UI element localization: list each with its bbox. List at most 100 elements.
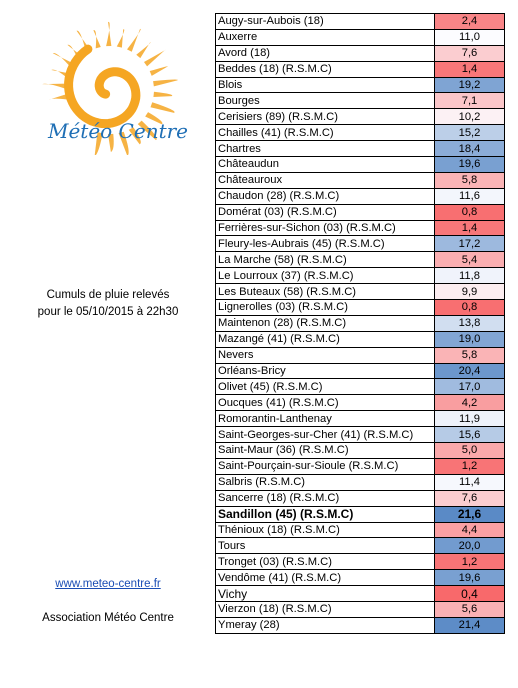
rainfall-value: 1,2 bbox=[434, 553, 505, 571]
rainfall-value: 4,4 bbox=[434, 521, 505, 539]
table-row: Bourges 7,1 bbox=[215, 92, 505, 110]
station-name: Beddes (18) (R.S.M.C) bbox=[215, 60, 435, 78]
table-row: Saint-Maur (36) (R.S.M.C) 5,0 bbox=[215, 442, 505, 459]
station-name: Ferrières-sur-Sichon (03) (R.S.M.C) bbox=[215, 219, 435, 237]
station-name: Auxerre bbox=[215, 28, 435, 46]
rainfall-value: 19,2 bbox=[434, 76, 505, 94]
station-name: Avord (18) bbox=[215, 44, 435, 62]
table-row: Le Lourroux (37) (R.S.M.C) 11,8 bbox=[215, 267, 505, 285]
table-row: Cerisiers (89) (R.S.M.C) 10,2 bbox=[215, 108, 505, 126]
rainfall-value: 5,8 bbox=[434, 346, 505, 364]
sun-ray-icon bbox=[48, 94, 68, 100]
table-row: Auxerre 11,0 bbox=[215, 28, 505, 46]
station-name: Fleury-les-Aubrais (45) (R.S.M.C) bbox=[215, 235, 435, 253]
rainfall-value: 15,6 bbox=[434, 426, 505, 444]
table-row: Vichy 0,4 bbox=[215, 585, 505, 602]
rainfall-value: 17,0 bbox=[434, 378, 505, 396]
sun-ray-icon bbox=[150, 102, 175, 113]
station-name: Romorantin-Lanthenay bbox=[215, 410, 435, 428]
table-row: Chailles (41) (R.S.M.C) 15,2 bbox=[215, 124, 505, 142]
station-name: Vichy bbox=[215, 585, 435, 602]
rainfall-value: 13,8 bbox=[434, 314, 505, 332]
station-name: Tours bbox=[215, 537, 435, 555]
sun-spiral-icon bbox=[64, 44, 141, 129]
table-row: Nevers 5,8 bbox=[215, 346, 505, 364]
sun-logo-icon: Météo Centre bbox=[42, 21, 188, 157]
station-name: Le Lourroux (37) (R.S.M.C) bbox=[215, 267, 435, 285]
station-name: La Marche (58) (R.S.M.C) bbox=[215, 251, 435, 269]
table-row: Lignerolles (03) (R.S.M.C) 0,8 bbox=[215, 299, 505, 316]
sun-ray-icon bbox=[137, 120, 157, 141]
table-row: La Marche (58) (R.S.M.C) 5,4 bbox=[215, 251, 505, 269]
rainfall-value: 19,6 bbox=[434, 156, 505, 173]
sun-ray-icon bbox=[107, 133, 114, 152]
rainfall-value: 20,4 bbox=[434, 362, 505, 380]
table-row: Maintenon (28) (R.S.M.C) 13,8 bbox=[215, 314, 505, 332]
table-row: Beddes (18) (R.S.M.C) 1,4 bbox=[215, 60, 505, 78]
station-name: Maintenon (28) (R.S.M.C) bbox=[215, 314, 435, 332]
station-name: Saint-Georges-sur-Cher (41) (R.S.M.C) bbox=[215, 426, 435, 444]
table-row: Saint-Georges-sur-Cher (41) (R.S.M.C) 15,… bbox=[215, 426, 505, 444]
station-name: Chartres bbox=[215, 140, 435, 158]
station-name: Thénioux (18) (R.S.M.C) bbox=[215, 521, 435, 539]
sun-ray-icon bbox=[136, 42, 151, 59]
rainfall-value: 21,4 bbox=[434, 616, 505, 634]
station-name: Oucques (41) (R.S.M.C) bbox=[215, 394, 435, 412]
rainfall-value: 5,0 bbox=[434, 442, 505, 459]
rainfall-table: Augy-sur-Aubois (18) 2,4 Auxerre 11,0 Avord … bbox=[215, 13, 505, 634]
table-row: Romorantin-Lanthenay 11,9 bbox=[215, 410, 505, 428]
rainfall-value: 11,4 bbox=[434, 473, 505, 491]
table-row: Orléans-Bricy 20,4 bbox=[215, 362, 505, 380]
station-name: Châteauroux bbox=[215, 171, 435, 189]
rainfall-value: 4,2 bbox=[434, 394, 505, 412]
table-row: Blois 19,2 bbox=[215, 76, 505, 94]
association-name: Association Météo Centre bbox=[42, 612, 174, 624]
rainfall-value: 0,8 bbox=[434, 203, 505, 221]
sun-ray-icon bbox=[94, 132, 103, 157]
station-name: Tronget (03) (R.S.M.C) bbox=[215, 553, 435, 571]
rainfall-value: 15,2 bbox=[434, 124, 505, 142]
sun-ray-icon bbox=[106, 21, 112, 47]
sun-ray-icon bbox=[116, 29, 125, 48]
rainfall-value: 5,4 bbox=[434, 251, 505, 269]
table-row: Chartres 18,4 bbox=[215, 140, 505, 158]
station-name: Ymeray (28) bbox=[215, 616, 435, 634]
station-name: Châteaudun bbox=[215, 156, 435, 173]
table-row: Thénioux (18) (R.S.M.C) 4,4 bbox=[215, 521, 505, 539]
station-name: Blois bbox=[215, 76, 435, 94]
table-row: Vendôme (41) (R.S.M.C) 19,6 bbox=[215, 569, 505, 587]
rainfall-value: 5,8 bbox=[434, 171, 505, 189]
table-row: Domérat (03) (R.S.M.C) 0,8 bbox=[215, 203, 505, 221]
sun-rays-icon bbox=[42, 21, 178, 157]
rainfall-value: 11,8 bbox=[434, 267, 505, 285]
rainfall-value: 1,4 bbox=[434, 60, 505, 78]
station-name: Salbris (R.S.M.C) bbox=[215, 473, 435, 491]
station-name: Chaudon (28) (R.S.M.C) bbox=[215, 187, 435, 205]
rainfall-value: 2,4 bbox=[434, 13, 505, 30]
station-name: Les Buteaux (58) (R.S.M.C) bbox=[215, 283, 435, 301]
station-name: Orléans-Bricy bbox=[215, 362, 435, 380]
rainfall-value: 11,9 bbox=[434, 410, 505, 428]
site-link[interactable]: www.meteo-centre.fr bbox=[55, 578, 161, 590]
rainfall-value: 19,0 bbox=[434, 330, 505, 348]
rainfall-value: 18,4 bbox=[434, 140, 505, 158]
station-name: Domérat (03) (R.S.M.C) bbox=[215, 203, 435, 221]
logo-text: Météo Centre bbox=[47, 119, 188, 143]
rainfall-value: 17,2 bbox=[434, 235, 505, 253]
station-name: Vierzon (18) (R.S.M.C) bbox=[215, 600, 435, 618]
caption: Cumuls de pluie relevés pour le 05/10/20… bbox=[8, 287, 208, 321]
sun-ray-icon bbox=[153, 91, 173, 98]
table-row: Oucques (41) (R.S.M.C) 4,2 bbox=[215, 394, 505, 412]
sun-ray-icon bbox=[128, 127, 141, 145]
table-row: Ymeray (28) 21,4 bbox=[215, 616, 505, 634]
rainfall-value: 11,6 bbox=[434, 187, 505, 205]
rainfall-value: 7,1 bbox=[434, 92, 505, 110]
rainfall-value: 19,6 bbox=[434, 569, 505, 587]
table-row: Fleury-les-Aubrais (45) (R.S.M.C) 17,2 bbox=[215, 235, 505, 253]
station-name: Augy-sur-Aubois (18) bbox=[215, 13, 435, 30]
station-name: Nevers bbox=[215, 346, 435, 364]
rainfall-value: 1,2 bbox=[434, 457, 505, 475]
sun-ray-icon bbox=[153, 79, 178, 87]
table-row: Tours 20,0 bbox=[215, 537, 505, 555]
station-name: Lignerolles (03) (R.S.M.C) bbox=[215, 299, 435, 316]
